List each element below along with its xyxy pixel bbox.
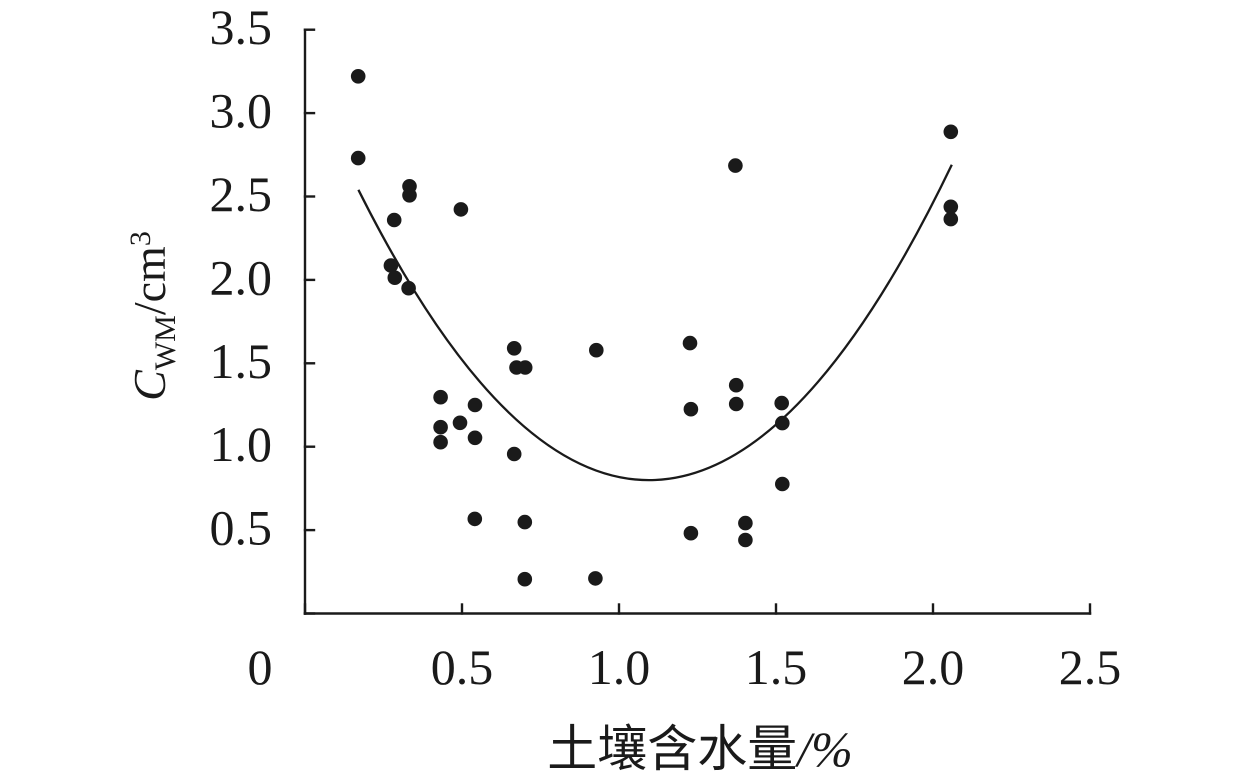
svg-text:2.5: 2.5: [1059, 639, 1122, 695]
svg-text:3.5: 3.5: [210, 0, 273, 55]
svg-text:1.0: 1.0: [210, 416, 273, 472]
svg-text:1.0: 1.0: [588, 639, 651, 695]
svg-text:1.5: 1.5: [745, 639, 808, 695]
svg-text:2.5: 2.5: [210, 166, 273, 222]
svg-text:0.5: 0.5: [431, 639, 494, 695]
svg-text:0.5: 0.5: [210, 500, 273, 556]
svg-text:0: 0: [248, 639, 273, 695]
svg-text:CWM/cm3: CWM/cm3: [124, 231, 182, 401]
svg-text:2.0: 2.0: [902, 639, 965, 695]
svg-text:3.0: 3.0: [210, 83, 273, 139]
svg-text:土壤含水量/%: 土壤含水量/%: [547, 721, 853, 777]
svg-text:1.5: 1.5: [210, 333, 273, 389]
svg-text:2.0: 2.0: [210, 249, 273, 305]
